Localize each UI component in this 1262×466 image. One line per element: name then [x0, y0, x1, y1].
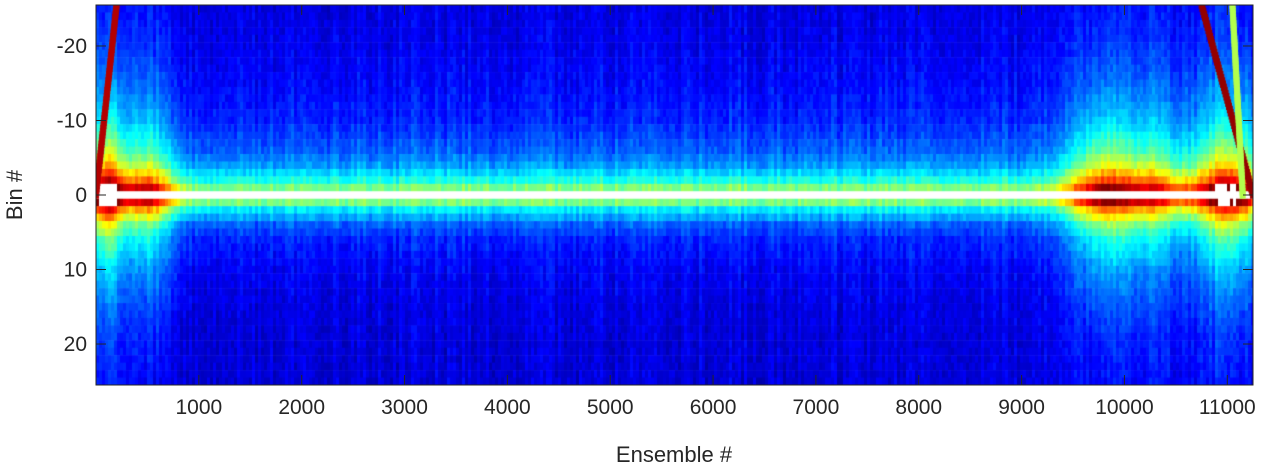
x-axis-label: Ensemble # — [616, 442, 733, 466]
x-tick-label: 7000 — [793, 396, 840, 419]
y-tick-label: 0 — [75, 184, 87, 207]
x-tick-label: 4000 — [484, 396, 531, 419]
x-axis-ticks: 1000 2000 3000 4000 5000 6000 7000 8000 9000 1000… — [175, 5, 1256, 419]
y-axis-ticks: -20 -10 0 10 20 — [57, 35, 1253, 356]
y-tick-label: 20 — [64, 333, 87, 356]
y-tick-label: 10 — [64, 259, 87, 282]
x-tick-label: 6000 — [690, 396, 737, 419]
y-tick-label: -20 — [57, 35, 87, 58]
y-axis-label: Bin # — [2, 169, 27, 220]
plot-frame — [95, 4, 1254, 386]
x-tick-label: 3000 — [381, 396, 428, 419]
x-tick-label: 1000 — [175, 396, 222, 419]
y-tick-label: -10 — [57, 109, 87, 132]
heatmap-image — [96, 5, 1253, 385]
x-tick-label: 5000 — [587, 396, 634, 419]
x-tick-label: 8000 — [895, 396, 942, 419]
x-tick-label: 9000 — [998, 396, 1045, 419]
x-tick-label: 2000 — [278, 396, 325, 419]
x-tick-label: 11000 — [1199, 396, 1256, 419]
x-tick-label: 10000 — [1095, 396, 1153, 419]
